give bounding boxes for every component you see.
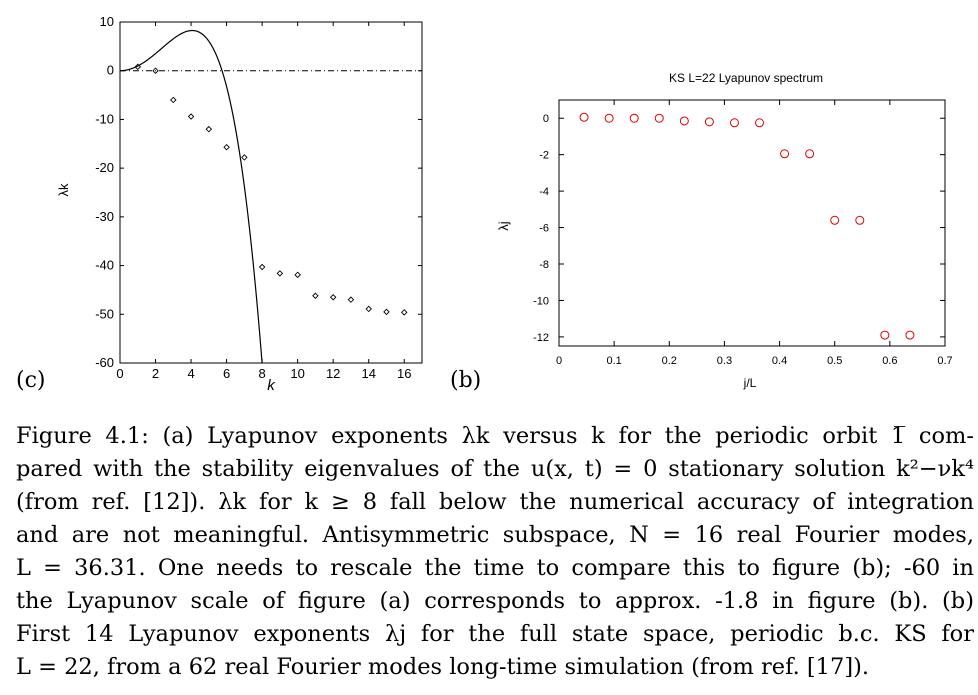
y-axis-label-c: λk	[56, 183, 71, 197]
data-point-c	[329, 293, 337, 301]
x-tick-label-b: 0.6	[882, 355, 897, 367]
x-axis-label-b: j/L	[743, 376, 757, 390]
data-point-b	[754, 118, 764, 128]
data-point-c	[223, 143, 230, 151]
chart-title-b: KS L=22 Lyapunov spectrum	[669, 71, 823, 85]
data-point-c	[276, 270, 284, 277]
data-point-c	[365, 305, 372, 313]
plot-frame-b	[558, 99, 946, 347]
stability-eigenvalue-curve	[120, 29, 263, 364]
x-tick-label-c: 2	[152, 366, 159, 381]
x-tick-label-c: 14	[361, 366, 375, 381]
x-tick-label-c: 6	[223, 366, 230, 381]
data-point-b	[780, 149, 790, 159]
data-point-b	[629, 113, 639, 123]
x-tick-label-b: 0.2	[662, 355, 677, 367]
caption-line: L = 36.31. One needs to rescale the time…	[16, 555, 974, 581]
y-tick-label-b: 0	[543, 113, 549, 125]
data-point-c	[258, 263, 266, 271]
x-axis-label-c: k	[267, 377, 276, 394]
caption-line: Figure 4.1: (a) Lyapunov exponents λk ve…	[16, 423, 974, 449]
y-tick-label-b: -4	[539, 186, 549, 198]
y-tick-label-c: -10	[95, 111, 114, 126]
data-point-c	[383, 308, 390, 316]
x-tick-label-c: 8	[259, 366, 266, 381]
y-tick-label-b: -2	[539, 150, 549, 162]
x-tick-label-c: 4	[187, 366, 194, 381]
data-point-b	[729, 118, 739, 128]
x-tick-label-b: 0.1	[606, 355, 621, 367]
y-tick-label-c: -30	[95, 209, 114, 224]
data-point-b	[604, 113, 614, 123]
y-tick-label-c: -50	[95, 306, 114, 321]
data-point-b	[880, 330, 890, 340]
data-point-c	[134, 63, 142, 71]
caption-line: pared with the stability eigenvalues of …	[16, 456, 974, 482]
x-tick-label-c: 0	[116, 366, 123, 381]
data-point-b	[905, 330, 915, 340]
data-point-c	[347, 296, 355, 303]
data-point-b	[654, 113, 664, 123]
y-tick-label-b: -6	[539, 223, 549, 235]
chart-b: KS L=22 Lyapunov spectrum 0 0.1 0.2 0.3 0.4 0…	[496, 71, 953, 390]
plot-frame-c	[119, 21, 423, 364]
data-point-b	[855, 215, 865, 225]
x-tick-label-b: 0.5	[827, 355, 842, 367]
panel-tag-b: (b)	[450, 368, 482, 393]
y-tick-label-c: -20	[95, 160, 114, 175]
data-point-b	[579, 112, 589, 122]
x-tick-label-b: 0.4	[772, 355, 787, 367]
data-point-b	[830, 215, 840, 225]
data-point-b	[679, 116, 689, 126]
data-point-c	[400, 309, 408, 316]
chart-c: 0 2 4 6 8 10 12 14 16 10 0 -10 -20 -30 -40 -50 -60 λk k	[56, 14, 423, 394]
data-point-c	[294, 271, 301, 279]
x-tick-label-b: 0.3	[717, 355, 732, 367]
data-point-b	[704, 117, 714, 127]
x-tick-label-c: 16	[397, 366, 411, 381]
y-tick-label-b: -12	[533, 332, 549, 344]
caption-line: the Lyapunov scale of figure (a) corresp…	[16, 588, 974, 614]
y-axis-label-b: λj	[496, 221, 511, 231]
y-tick-label-c: -40	[95, 258, 114, 273]
data-point-c	[170, 96, 177, 104]
y-tick-label-c: 10	[100, 14, 114, 29]
x-tick-label-c: 10	[290, 366, 304, 381]
y-tick-label-b: -10	[533, 295, 549, 307]
data-point-c	[241, 154, 248, 161]
data-point-c	[205, 125, 213, 133]
caption-line: L = 22, from a 62 real Fourier modes lon…	[16, 654, 870, 680]
data-point-c	[312, 292, 319, 300]
y-tick-label-c: 0	[107, 63, 114, 78]
data-point-b	[805, 149, 815, 159]
data-point-c	[152, 67, 159, 74]
caption-line: and are not meaningful. Antisymmetric su…	[16, 522, 974, 548]
y-tick-label-c: -60	[95, 355, 114, 370]
y-tick-label-b: -8	[539, 259, 549, 271]
x-tick-label-b: 0	[556, 355, 562, 367]
x-tick-label-b: 0.7	[937, 355, 952, 367]
panel-tag-c: (c)	[16, 368, 46, 393]
x-tick-label-c: 12	[326, 366, 340, 381]
caption-line: (from ref. [12]). λk for k ≥ 8 fall belo…	[16, 489, 974, 515]
figure-caption: Figure 4.1: (a) Lyapunov exponents λk ve…	[16, 420, 974, 684]
data-point-c	[187, 113, 195, 120]
caption-line: First 14 Lyapunov exponents λj for the f…	[16, 621, 974, 647]
